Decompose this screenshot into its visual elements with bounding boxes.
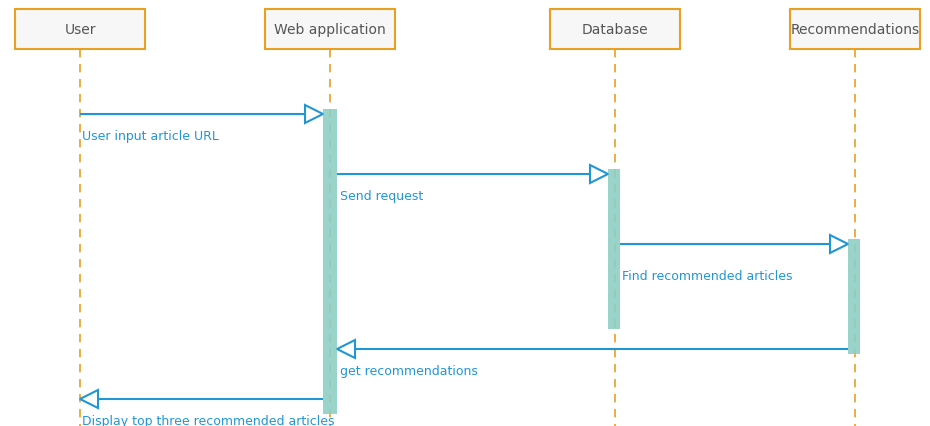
Text: User: User <box>64 23 96 37</box>
Text: Find recommended articles: Find recommended articles <box>622 269 792 282</box>
FancyBboxPatch shape <box>323 110 337 414</box>
FancyBboxPatch shape <box>790 10 920 50</box>
Text: Web application: Web application <box>274 23 386 37</box>
FancyBboxPatch shape <box>848 239 860 354</box>
Polygon shape <box>305 106 323 124</box>
Polygon shape <box>80 390 98 408</box>
FancyBboxPatch shape <box>15 10 145 50</box>
Text: Database: Database <box>581 23 648 37</box>
FancyBboxPatch shape <box>608 170 620 329</box>
Polygon shape <box>590 166 608 184</box>
Text: Recommendations: Recommendations <box>790 23 920 37</box>
Text: User input article URL: User input article URL <box>82 130 219 143</box>
Text: Display top three recommended articles: Display top three recommended articles <box>82 414 335 426</box>
Text: get recommendations: get recommendations <box>340 364 478 377</box>
Polygon shape <box>337 340 355 358</box>
Polygon shape <box>830 236 848 253</box>
FancyBboxPatch shape <box>550 10 680 50</box>
FancyBboxPatch shape <box>265 10 395 50</box>
Text: Send request: Send request <box>340 190 423 202</box>
